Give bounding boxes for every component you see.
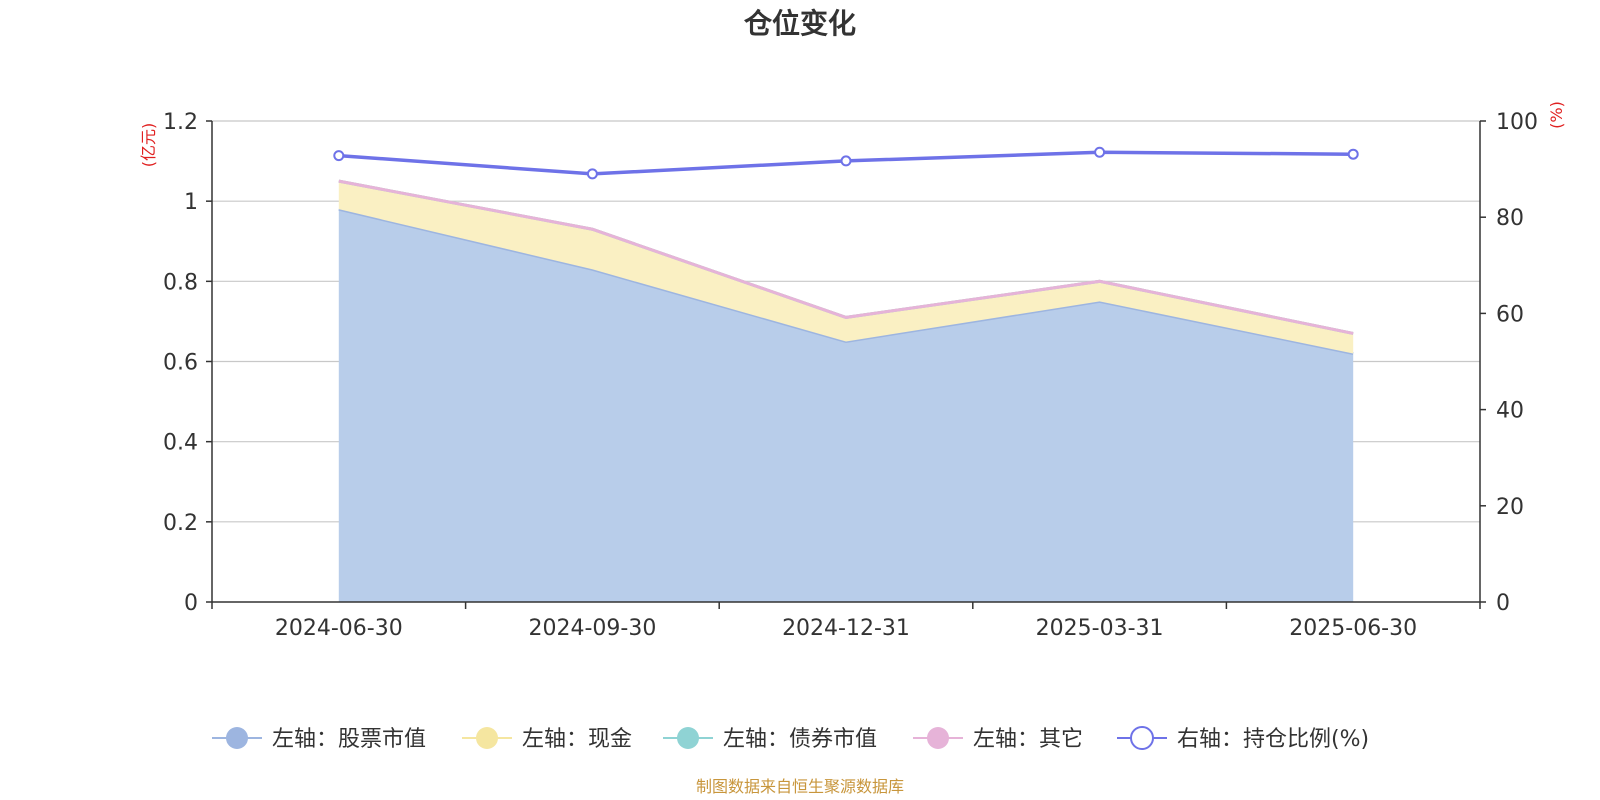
ratio-point xyxy=(840,155,852,167)
legend-label: 右轴：持仓比例(%) xyxy=(1177,727,1369,752)
data-source-note: 制图数据来自恒生聚源数据库 xyxy=(696,777,904,796)
left-tick-label: 0 xyxy=(184,591,198,616)
right-axis-unit: (%) xyxy=(1547,101,1566,129)
right-tick-label: 100 xyxy=(1496,110,1538,135)
legend-label: 左轴：债券市值 xyxy=(723,727,877,752)
ratio-point xyxy=(1347,148,1359,160)
left-tick-label: 1.2 xyxy=(163,110,198,135)
x-tick-label: 2024-12-31 xyxy=(782,616,910,641)
right-tick-label: 40 xyxy=(1496,399,1524,424)
left-tick-label: 0.2 xyxy=(163,511,198,536)
stacked-areas xyxy=(338,179,1354,602)
axes: 0 0.2 0.4 0.6 0.8 1 1.2 0 20 40 60 80 100 2024-06-30 2… xyxy=(163,110,1538,641)
legend-marker xyxy=(476,727,498,749)
left-tick-label: 0.8 xyxy=(163,270,198,295)
right-tick-label: 80 xyxy=(1496,206,1524,231)
ratio-line-layer xyxy=(333,146,1359,180)
ratio-point xyxy=(1094,146,1106,158)
legend-label: 左轴：股票市值 xyxy=(272,727,426,752)
area-左轴：股票市值 xyxy=(338,209,1354,602)
chart-title: 仓位变化 xyxy=(744,7,856,40)
legend-label: 左轴：其它 xyxy=(973,727,1083,752)
right-tick-label: 20 xyxy=(1496,495,1524,520)
legend-marker xyxy=(677,727,699,749)
x-tick-label: 2024-09-30 xyxy=(528,616,656,641)
legend-marker xyxy=(226,727,248,749)
right-tick-label: 0 xyxy=(1496,591,1510,616)
area-左轴：现金 xyxy=(338,181,1354,354)
legend-marker xyxy=(1130,726,1154,750)
legend-marker xyxy=(927,727,949,749)
left-tick-label: 1 xyxy=(184,190,198,215)
legend-label: 左轴：现金 xyxy=(522,727,632,752)
legend: 左轴：股票市值 左轴：现金 左轴：债券市值 左轴：其它 右轴：持仓比例(%) xyxy=(212,726,1369,752)
right-tick-label: 60 xyxy=(1496,302,1524,327)
x-tick-label: 2025-06-30 xyxy=(1289,616,1417,641)
left-tick-label: 0.4 xyxy=(163,431,198,456)
ratio-point xyxy=(586,168,598,180)
left-tick-label: 0.6 xyxy=(163,351,198,376)
left-axis-unit: (亿元) xyxy=(139,123,158,168)
x-tick-label: 2025-03-31 xyxy=(1036,616,1164,641)
ratio-point xyxy=(333,150,345,162)
x-tick-label: 2024-06-30 xyxy=(275,616,403,641)
area-edge-左轴：其它 xyxy=(338,179,1354,335)
